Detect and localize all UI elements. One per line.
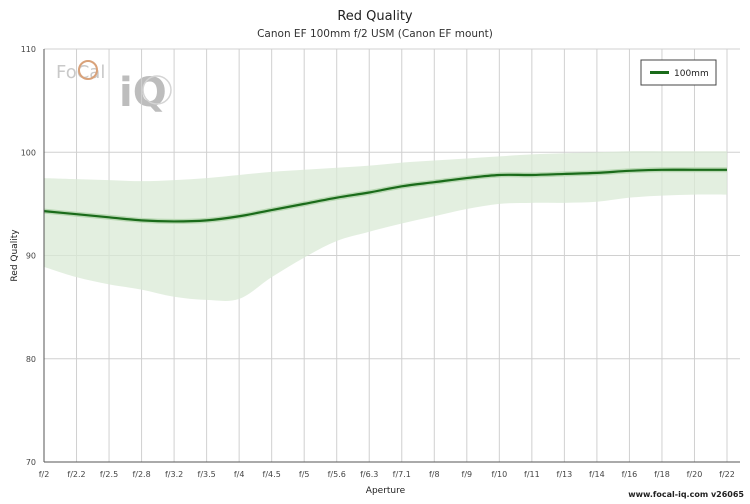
y-tick-label-80: 80	[26, 355, 36, 364]
y-tick-label-100: 100	[21, 148, 36, 157]
x-tick-label-f2-5: f/2.5	[100, 470, 118, 479]
legend[interactable]: 100mm	[640, 59, 717, 86]
tick-labels: 70 80 90 100 110 f/2 f/2.2 f/2.5 f/2.8 f/3.2 f/3.5…	[21, 45, 735, 479]
series-100mm-line	[43, 168, 727, 223]
x-tick-label-f8: f/8	[429, 470, 440, 479]
x-tick-label-f14: f/14	[589, 470, 605, 479]
footer-credit: www.focal-iq.com v26065	[628, 490, 744, 499]
logo-ring-icon	[78, 60, 98, 80]
chart-subtitle: Canon EF 100mm f/2 USM (Canon EF mount)	[257, 28, 493, 40]
x-tick-label-f5: f/5	[299, 470, 310, 479]
y-tick-label-110: 110	[21, 45, 36, 54]
x-tick-label-f5-6: f/5.6	[328, 470, 346, 479]
x-tick-label-f2: f/2	[39, 470, 50, 479]
x-tick-label-f7-1: f/7.1	[393, 470, 411, 479]
x-tick-label-f13: f/13	[557, 470, 573, 479]
quality-band	[44, 151, 727, 301]
x-tick-label-f11: f/11	[524, 470, 540, 479]
legend-label-100mm: 100mm	[674, 69, 709, 79]
x-tick-label-f4: f/4	[234, 470, 245, 479]
x-tick-label-f16: f/16	[622, 470, 638, 479]
series-lines	[43, 167, 727, 224]
quality-band-area	[44, 151, 727, 301]
x-tick-label-f10: f/10	[491, 470, 507, 479]
y-tick-label-70: 70	[26, 458, 36, 467]
x-tick-label-f18: f/18	[654, 470, 670, 479]
x-tick-label-f3-2: f/3.2	[165, 470, 183, 479]
x-tick-label-f9: f/9	[462, 470, 473, 479]
y-axis-label: Red Quality	[10, 229, 20, 282]
chart-title: Red Quality	[337, 9, 413, 24]
x-tick-label-f20: f/20	[687, 470, 703, 479]
x-tick-label-f2-8: f/2.8	[132, 470, 150, 479]
x-tick-label-f3-5: f/3.5	[198, 470, 216, 479]
focal-iq-logo: FoCal iQ	[56, 60, 172, 116]
axes	[43, 49, 740, 463]
x-tick-label-f4-5: f/4.5	[263, 470, 281, 479]
x-tick-label-f2-2: f/2.2	[67, 470, 85, 479]
logo-lens-icon	[142, 75, 172, 105]
x-tick-label-f22: f/22	[719, 470, 735, 479]
y-tick-label-90: 90	[26, 252, 36, 261]
x-tick-label-f6-3: f/6.3	[360, 470, 378, 479]
x-axis-label: Aperture	[366, 486, 406, 496]
